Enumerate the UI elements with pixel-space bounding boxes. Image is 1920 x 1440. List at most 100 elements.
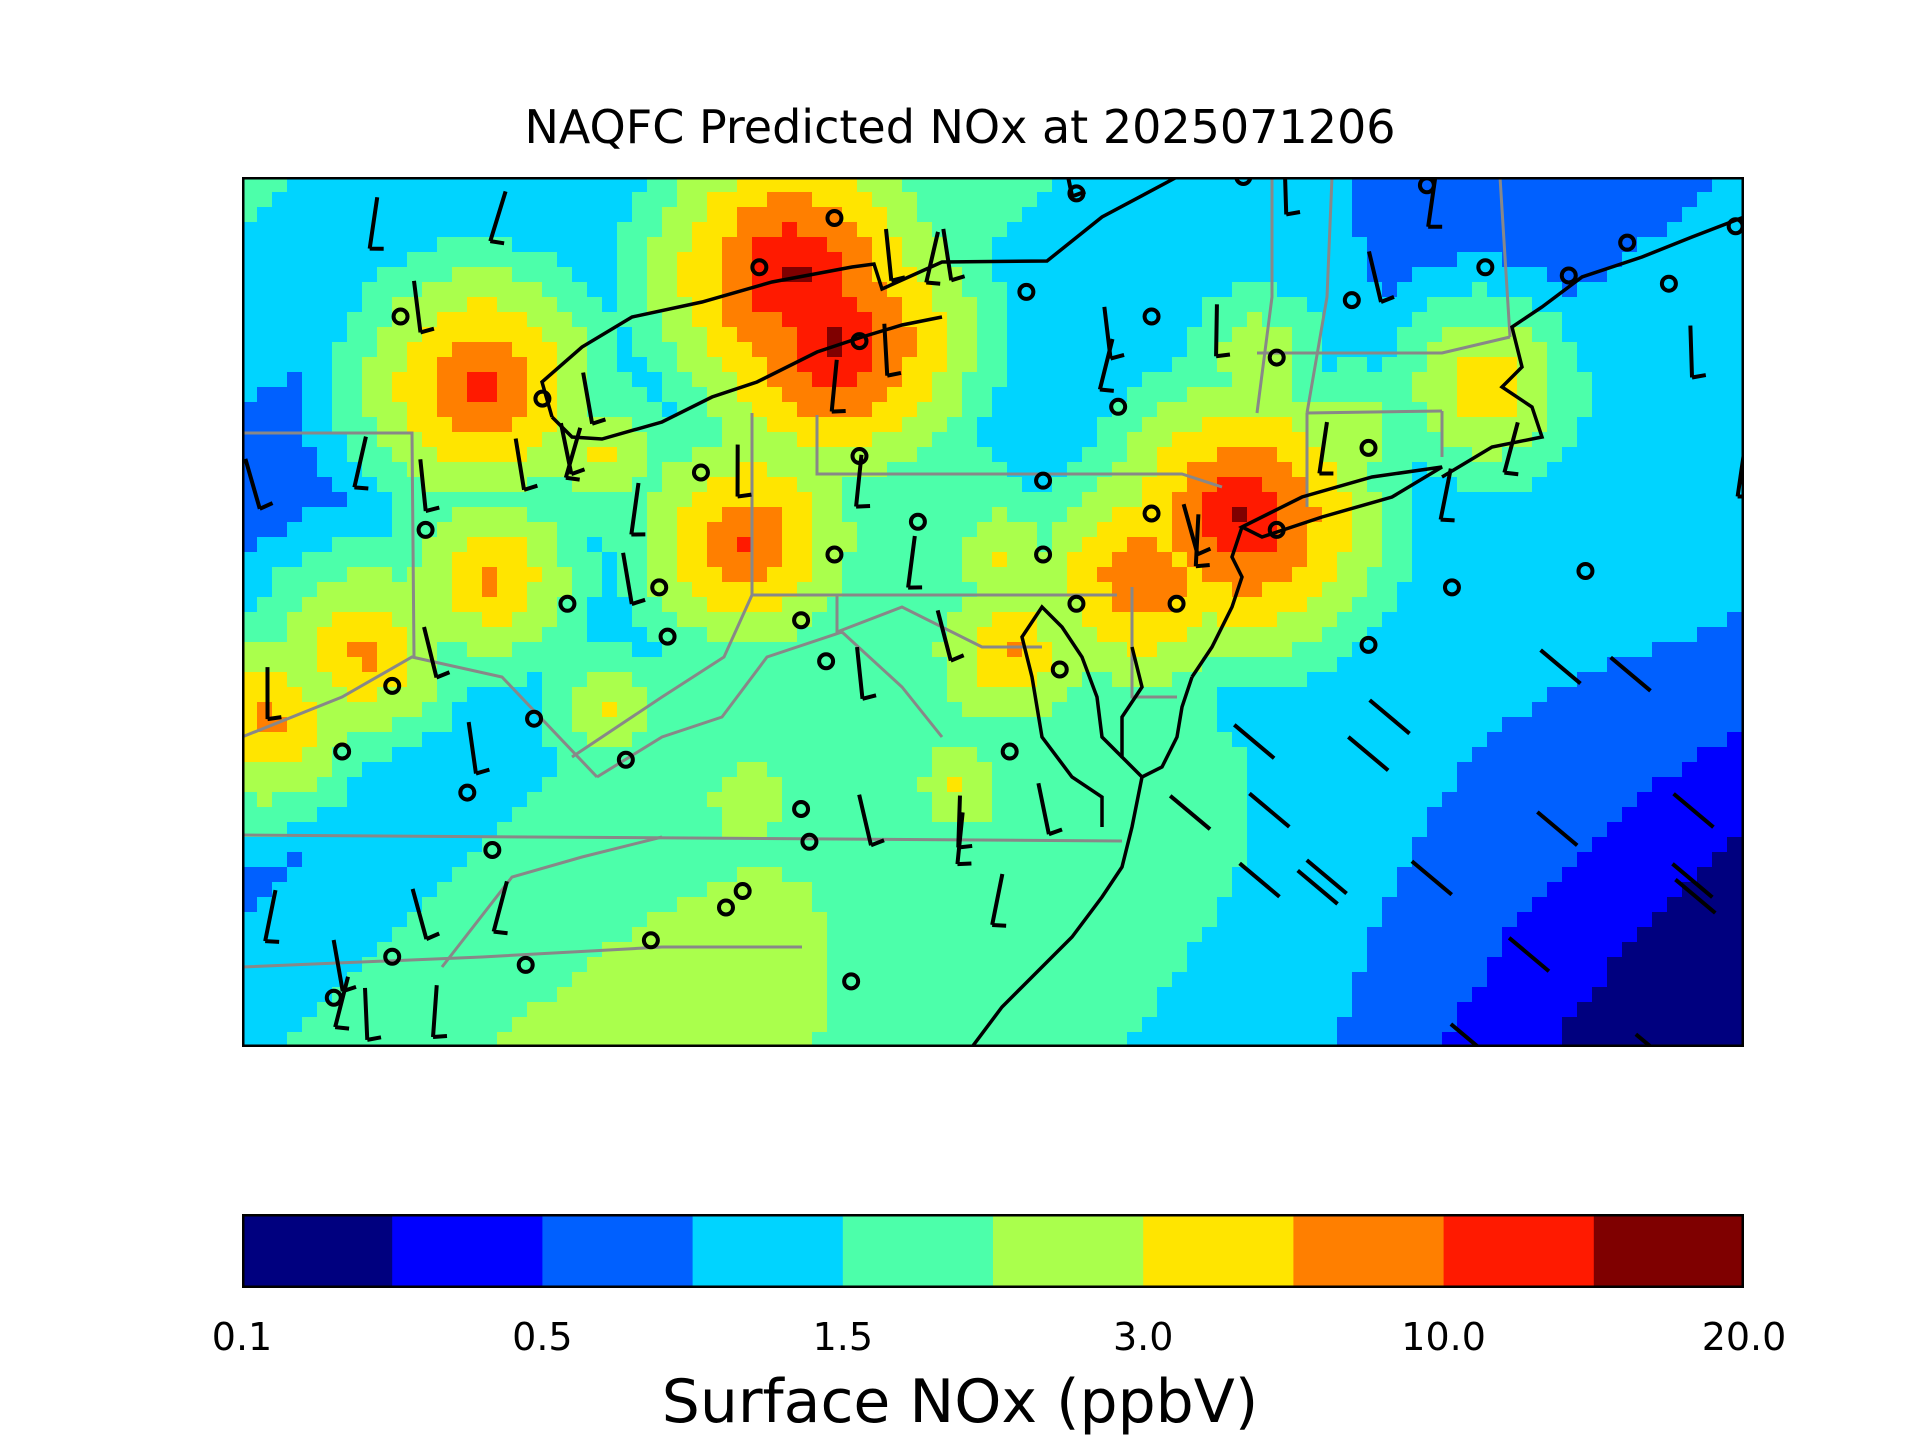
- grid-cell: [917, 822, 933, 838]
- grid-cell: [1682, 867, 1698, 883]
- grid-cell: [1592, 447, 1608, 463]
- grid-cell: [1157, 642, 1173, 658]
- grid-cell: [1517, 342, 1533, 358]
- grid-cell: [1697, 192, 1713, 208]
- grid-cell: [977, 612, 993, 628]
- grid-cell: [767, 477, 783, 493]
- grid-cell: [362, 492, 378, 508]
- grid-cell: [1667, 672, 1683, 688]
- grid-cell: [1457, 732, 1473, 748]
- grid-cell: [1322, 717, 1338, 733]
- grid-cell: [932, 192, 948, 208]
- grid-cell: [317, 267, 333, 283]
- grid-cell: [302, 522, 318, 538]
- grid-cell: [257, 462, 273, 478]
- grid-cell: [872, 507, 888, 523]
- grid-cell: [317, 387, 333, 403]
- grid-cell: [707, 492, 723, 508]
- grid-cell: [797, 747, 813, 763]
- grid-cell: [587, 462, 603, 478]
- grid-cell: [1592, 312, 1608, 328]
- grid-cell: [1277, 627, 1293, 643]
- grid-cell: [902, 612, 918, 628]
- grid-cell: [392, 342, 408, 358]
- grid-cell: [662, 537, 678, 553]
- grid-cell: [722, 447, 738, 463]
- grid-cell: [1367, 672, 1383, 688]
- grid-cell: [1037, 357, 1053, 373]
- grid-cell: [1037, 642, 1053, 658]
- grid-cell: [1592, 687, 1608, 703]
- grid-cell: [1142, 537, 1158, 553]
- grid-cell: [902, 297, 918, 313]
- grid-cell: [1532, 372, 1548, 388]
- grid-cell: [632, 252, 648, 268]
- grid-cell: [1697, 612, 1713, 628]
- grid-cell: [1442, 447, 1458, 463]
- grid-cell: [1277, 282, 1293, 298]
- grid-cell: [887, 567, 903, 583]
- grid-cell: [1532, 867, 1548, 883]
- grid-cell: [812, 537, 828, 553]
- grid-cell: [1292, 612, 1308, 628]
- grid-cell: [992, 177, 1008, 193]
- grid-cell: [947, 207, 963, 223]
- grid-cell: [662, 207, 678, 223]
- grid-cell: [1712, 612, 1728, 628]
- grid-cell: [752, 387, 768, 403]
- grid-cell: [377, 867, 393, 883]
- grid-cell: [737, 507, 753, 523]
- grid-cell: [797, 882, 813, 898]
- grid-cell: [1457, 897, 1473, 913]
- grid-cell: [497, 222, 513, 238]
- grid-cell: [1547, 342, 1563, 358]
- grid-cell: [1307, 282, 1323, 298]
- grid-cell: [1202, 852, 1218, 868]
- grid-cell: [1517, 372, 1533, 388]
- grid-cell: [1262, 582, 1278, 598]
- grid-cell: [647, 657, 663, 673]
- grid-cell: [1382, 357, 1398, 373]
- grid-cell: [692, 732, 708, 748]
- grid-cell: [677, 642, 693, 658]
- grid-cell: [887, 627, 903, 643]
- grid-cell: [1352, 177, 1368, 193]
- grid-cell: [1487, 822, 1503, 838]
- grid-cell: [497, 342, 513, 358]
- grid-cell: [617, 447, 633, 463]
- grid-cell: [797, 717, 813, 733]
- grid-cell: [602, 177, 618, 193]
- grid-cell: [482, 417, 498, 433]
- grid-cell: [1622, 642, 1638, 658]
- grid-cell: [1007, 552, 1023, 568]
- grid-cell: [1487, 597, 1503, 613]
- grid-cell: [362, 447, 378, 463]
- grid-cell: [1472, 282, 1488, 298]
- grid-cell: [1097, 822, 1113, 838]
- grid-cell: [722, 252, 738, 268]
- grid-cell: [452, 582, 468, 598]
- grid-cell: [1532, 237, 1548, 253]
- grid-cell: [587, 582, 603, 598]
- grid-cell: [1037, 762, 1053, 778]
- grid-cell: [977, 192, 993, 208]
- grid-cell: [647, 267, 663, 283]
- grid-cell: [662, 702, 678, 718]
- grid-cell: [467, 477, 483, 493]
- grid-cell: [362, 417, 378, 433]
- grid-cell: [1547, 432, 1563, 448]
- grid-cell: [1637, 372, 1653, 388]
- grid-cell: [1712, 732, 1728, 748]
- grid-cell: [827, 867, 843, 883]
- grid-cell: [1187, 402, 1203, 418]
- grid-cell: [1562, 867, 1578, 883]
- grid-cell: [1352, 822, 1368, 838]
- grid-cell: [1577, 792, 1593, 808]
- grid-cell: [1082, 252, 1098, 268]
- grid-cell: [302, 207, 318, 223]
- grid-cell: [1112, 417, 1128, 433]
- grid-cell: [1622, 867, 1638, 883]
- grid-cell: [542, 912, 558, 928]
- grid-cell: [1217, 417, 1233, 433]
- grid-cell: [1652, 297, 1668, 313]
